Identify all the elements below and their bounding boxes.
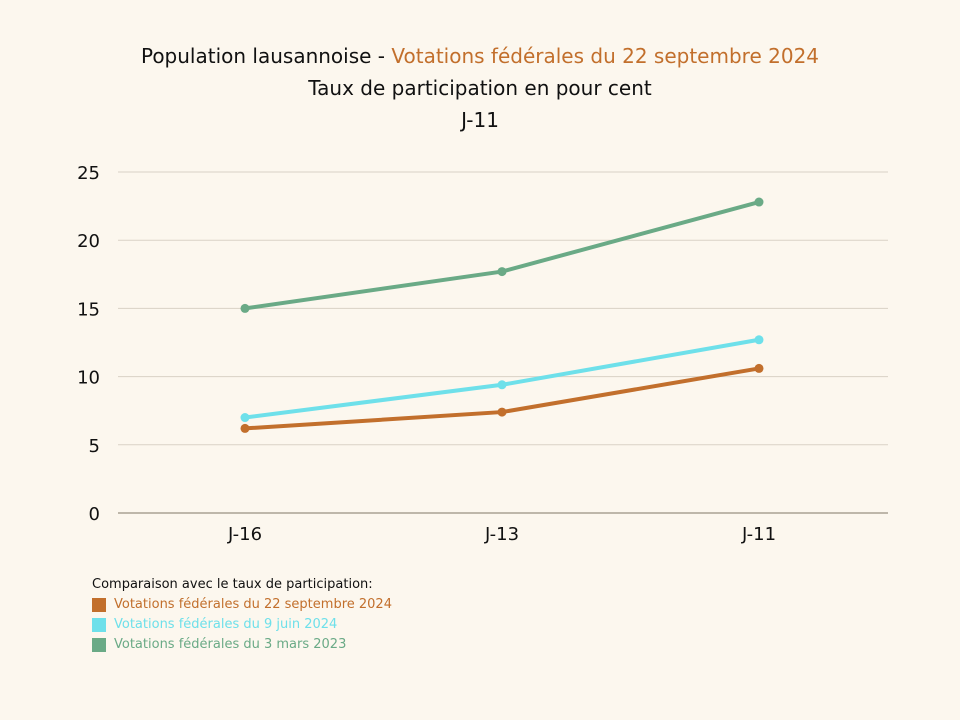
y-tick-label: 0: [89, 504, 100, 525]
legend-swatch: [92, 598, 106, 612]
y-tick-label: 5: [89, 436, 100, 457]
legend-label: Votations fédérales du 9 juin 2024: [114, 617, 338, 632]
series-line: [243, 337, 761, 420]
y-tick-label: 10: [77, 368, 100, 389]
x-tick-label: J-11: [741, 524, 776, 545]
chart-title: Population lausannoise - Votations fédér…: [0, 40, 960, 136]
title-line-3: J-11: [461, 108, 499, 132]
legend-item-sep-2024: Votations fédérales du 22 septembre 2024: [92, 595, 392, 615]
legend-item-mar-2023: Votations fédérales du 3 mars 2023: [92, 635, 392, 655]
data-point: [497, 380, 507, 390]
y-tick-label: 25: [77, 163, 100, 184]
legend-item-jun-2024: Votations fédérales du 9 juin 2024: [92, 615, 392, 635]
title-line-2: Taux de participation en pour cent: [308, 76, 652, 100]
data-point: [497, 267, 507, 277]
y-tick-label: 20: [77, 231, 100, 252]
data-point: [754, 197, 764, 207]
legend-swatch: [92, 638, 106, 652]
legend-label: Votations fédérales du 3 mars 2023: [114, 637, 347, 652]
title-line-1: Population lausannoise - Votations fédér…: [0, 40, 960, 72]
data-point: [240, 423, 250, 433]
data-point: [240, 413, 250, 423]
y-tick-label: 15: [77, 299, 100, 320]
data-point: [754, 363, 764, 373]
legend-label: Votations fédérales du 22 septembre 2024: [114, 597, 392, 612]
x-tick-label: J-16: [227, 524, 262, 545]
legend-header: Comparaison avec le taux de participatio…: [92, 577, 373, 592]
legend: Comparaison avec le taux de participatio…: [92, 575, 392, 655]
title-prefix: Population lausannoise -: [140, 44, 392, 68]
series-line: [243, 366, 761, 431]
data-point: [240, 303, 250, 313]
legend-swatch: [92, 618, 106, 632]
data-point: [497, 407, 507, 417]
series-line: [243, 200, 761, 311]
title-accent: Votations fédérales du 22 septembre 2024: [391, 44, 820, 68]
x-tick-label: J-13: [484, 524, 519, 545]
data-point: [754, 335, 764, 345]
